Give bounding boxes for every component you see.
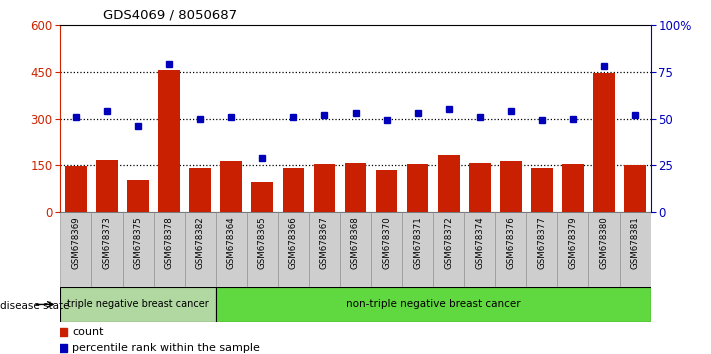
Bar	[589, 212, 619, 287]
Bar	[375, 170, 397, 212]
Text: non-triple negative breast cancer: non-triple negative breast cancer	[346, 299, 520, 309]
Bar	[278, 212, 309, 287]
Bar	[557, 212, 589, 287]
Text: count: count	[73, 327, 104, 337]
Bar	[619, 212, 651, 287]
Text: GSM678366: GSM678366	[289, 216, 298, 269]
Bar	[159, 70, 180, 212]
Bar	[438, 155, 459, 212]
Text: GSM678373: GSM678373	[102, 216, 112, 269]
Text: GSM678374: GSM678374	[475, 216, 484, 269]
Text: percentile rank within the sample: percentile rank within the sample	[73, 343, 260, 353]
Text: GSM678370: GSM678370	[382, 216, 391, 269]
Bar	[185, 212, 215, 287]
Text: GSM678369: GSM678369	[72, 216, 80, 269]
Bar	[92, 212, 122, 287]
Text: GSM678367: GSM678367	[320, 216, 329, 269]
Text: disease state: disease state	[0, 301, 70, 311]
Bar	[496, 212, 526, 287]
Bar	[526, 212, 557, 287]
Bar	[469, 163, 491, 212]
Text: GSM678380: GSM678380	[599, 216, 609, 269]
Bar	[407, 164, 429, 212]
Bar	[220, 161, 242, 212]
Bar	[65, 166, 87, 212]
Bar	[215, 212, 247, 287]
Text: GSM678379: GSM678379	[568, 216, 577, 269]
Bar	[127, 179, 149, 212]
Text: GSM678368: GSM678368	[351, 216, 360, 269]
Text: GDS4069 / 8050687: GDS4069 / 8050687	[103, 8, 237, 21]
Text: GSM678375: GSM678375	[134, 216, 143, 269]
Bar	[122, 212, 154, 287]
Bar	[531, 168, 552, 212]
Bar	[371, 212, 402, 287]
Text: GSM678371: GSM678371	[413, 216, 422, 269]
Bar	[215, 287, 651, 322]
Bar	[402, 212, 433, 287]
Text: GSM678381: GSM678381	[631, 216, 639, 269]
Bar	[282, 168, 304, 212]
Bar	[314, 164, 336, 212]
Text: GSM678378: GSM678378	[165, 216, 173, 269]
Text: GSM678382: GSM678382	[196, 216, 205, 269]
Bar	[345, 163, 366, 212]
Text: GSM678377: GSM678377	[538, 216, 546, 269]
Bar	[562, 164, 584, 212]
Bar	[60, 287, 215, 322]
Bar	[464, 212, 496, 287]
Bar	[500, 161, 522, 212]
Bar	[309, 212, 340, 287]
Bar	[96, 160, 118, 212]
Bar	[252, 182, 273, 212]
Bar	[60, 212, 92, 287]
Bar	[624, 165, 646, 212]
Bar	[433, 212, 464, 287]
Text: GSM678376: GSM678376	[506, 216, 515, 269]
Bar	[154, 212, 185, 287]
Bar	[247, 212, 278, 287]
Text: GSM678372: GSM678372	[444, 216, 453, 269]
Bar	[593, 73, 615, 212]
Text: triple negative breast cancer: triple negative breast cancer	[68, 299, 209, 309]
Text: GSM678365: GSM678365	[258, 216, 267, 269]
Text: GSM678364: GSM678364	[227, 216, 236, 269]
Bar	[189, 168, 211, 212]
Bar	[340, 212, 371, 287]
